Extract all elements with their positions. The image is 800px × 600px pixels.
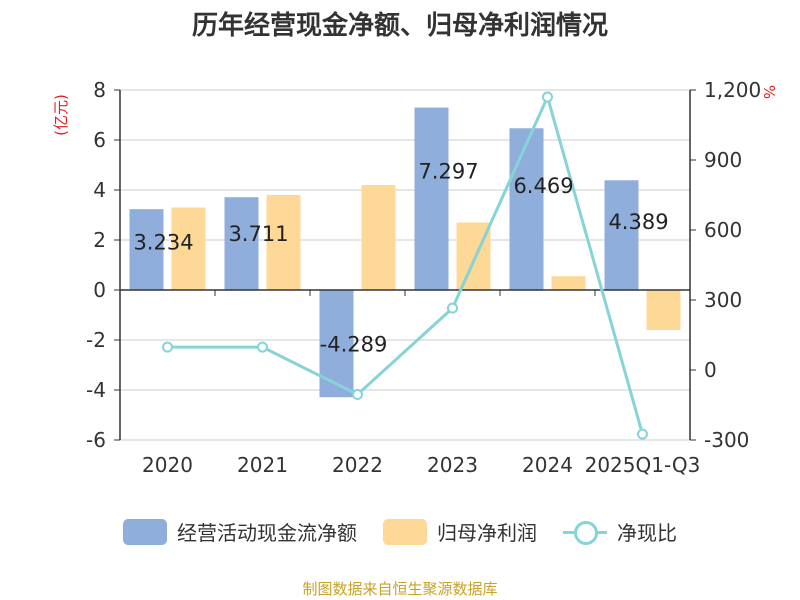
bar-operating-cash-flow [129, 209, 164, 290]
data-labels: 3.234 3.711 -4.289 7.297 6.469 4.389 [133, 159, 668, 356]
left-axis-unit: (亿元) [52, 94, 70, 136]
legend-item-operating-cash-flow[interactable]: 经营活动现金流净额 [123, 517, 357, 546]
x-axis-tick-label: 2021 [237, 453, 288, 477]
legend-item-cash-ratio[interactable]: 净现比 [563, 517, 677, 546]
left-axis-tick-label: 6 [93, 128, 106, 152]
x-axis-tick-label: 2025Q1-Q3 [585, 453, 701, 477]
bar-net-profit [266, 195, 301, 290]
right-axis-tick-label: 1,200 [704, 78, 761, 102]
point-cash-ratio [257, 341, 268, 353]
right-axis-unit: % [760, 85, 778, 99]
bar-net-profit [646, 290, 681, 330]
right-axis-tick-label: -300 [704, 428, 749, 452]
left-axis-tick-label: -6 [86, 428, 106, 452]
x-axis-tick-label: 2020 [142, 453, 193, 477]
left-axis-tick-label: 0 [93, 278, 106, 302]
data-label-operating-cash-flow: -4.289 [320, 333, 388, 357]
data-label-operating-cash-flow: 4.389 [608, 210, 668, 234]
data-label-operating-cash-flow: 7.297 [418, 159, 478, 183]
bar-operating-cash-flow [604, 180, 639, 290]
legend-label-cash-ratio: 净现比 [617, 521, 677, 545]
right-axis-tick-label: 300 [704, 288, 742, 312]
legend-swatch-net-profit [383, 518, 427, 545]
legend-label-operating-cash-flow: 经营活动现金流净额 [177, 521, 357, 545]
legend-item-net-profit[interactable]: 归母净利润 [383, 517, 537, 546]
x-axis-tick-label: 2023 [427, 453, 478, 477]
bar-operating-cash-flow [509, 128, 544, 290]
legend: 经营活动现金流净额 归母净利润 净现比 [0, 517, 800, 546]
legend-label-net-profit: 归母净利润 [437, 521, 537, 545]
left-axis-tick-label: 4 [93, 178, 106, 202]
legend-swatch-operating-cash-flow [123, 518, 167, 545]
left-axis-tick-label: -2 [86, 328, 106, 352]
point-cash-ratio [542, 91, 553, 103]
x-axis-tick-label: 2024 [522, 453, 573, 477]
line-series [162, 91, 648, 440]
data-source-footer: 制图数据来自恒生聚源数据库 [302, 580, 498, 598]
right-axis-tick-label: 900 [704, 148, 742, 172]
bar-series [129, 107, 681, 398]
legend-swatch-cash-ratio [563, 519, 607, 545]
chart-title: 历年经营现金净额、归母净利润情况 [192, 10, 608, 41]
left-axis-tick-label: 2 [93, 228, 106, 252]
point-cash-ratio [637, 428, 648, 440]
right-axis-tick-label: 600 [704, 218, 742, 242]
bar-net-profit [171, 207, 206, 290]
bar-net-profit [361, 185, 396, 290]
point-cash-ratio [162, 341, 173, 353]
chart-canvas: 历年经营现金净额、归母净利润情况 -6 -4 -2 0 2 4 6 8 -300 0 300 600 9… [52, 10, 778, 477]
left-axis-tick-label: -4 [86, 378, 106, 402]
bar-net-profit [551, 276, 586, 290]
bar-operating-cash-flow [414, 107, 449, 290]
point-cash-ratio [352, 389, 363, 400]
data-label-operating-cash-flow: 6.469 [513, 174, 573, 198]
bar-operating-cash-flow [224, 197, 259, 290]
point-cash-ratio [447, 302, 458, 314]
data-label-operating-cash-flow: 3.234 [133, 230, 193, 254]
line-cash-ratio [167, 92, 644, 435]
x-axis-tick-label: 2022 [332, 453, 383, 477]
right-axis-tick-label: 0 [704, 358, 717, 382]
data-label-operating-cash-flow: 3.711 [228, 222, 288, 246]
axes: -6 -4 -2 0 2 4 6 8 -300 0 300 600 900 1,200 2020 2021 20… [86, 78, 761, 477]
left-axis-tick-label: 8 [93, 78, 106, 102]
